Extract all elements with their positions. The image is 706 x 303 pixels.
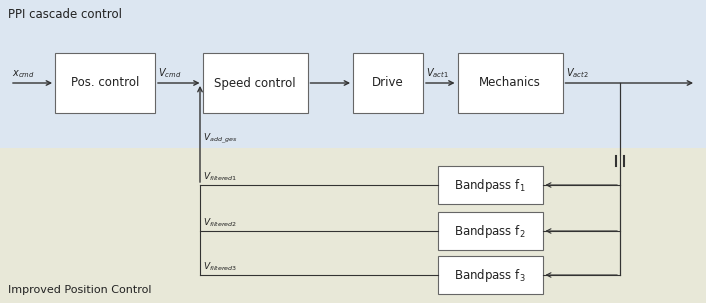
- Text: $V_{act1}$: $V_{act1}$: [426, 66, 449, 80]
- Bar: [457, 53, 563, 113]
- Text: PPI cascade control: PPI cascade control: [8, 8, 122, 21]
- Text: $V_{filtered3}$: $V_{filtered3}$: [203, 261, 237, 273]
- Bar: [0, 0, 706, 148]
- Text: Pos. control: Pos. control: [71, 76, 139, 89]
- Bar: [438, 256, 542, 294]
- Bar: [0, 148, 706, 303]
- Text: $V_{filtered2}$: $V_{filtered2}$: [203, 217, 237, 229]
- Text: $V_{act2}$: $V_{act2}$: [566, 66, 588, 80]
- Text: $V_{add\_ges}$: $V_{add\_ges}$: [203, 132, 237, 146]
- Text: $V_{filtered1}$: $V_{filtered1}$: [203, 171, 237, 183]
- Text: Speed control: Speed control: [214, 76, 296, 89]
- Text: Bandpass f$_1$: Bandpass f$_1$: [454, 177, 526, 194]
- Bar: [438, 166, 542, 204]
- Text: Bandpass f$_2$: Bandpass f$_2$: [454, 222, 526, 239]
- Text: Bandpass f$_3$: Bandpass f$_3$: [454, 267, 526, 284]
- Text: $x_{cmd}$: $x_{cmd}$: [12, 68, 35, 80]
- Bar: [203, 53, 308, 113]
- Bar: [55, 53, 155, 113]
- Text: Mechanics: Mechanics: [479, 76, 541, 89]
- Bar: [438, 212, 542, 250]
- Text: Improved Position Control: Improved Position Control: [8, 285, 152, 295]
- Text: $V_{cmd}$: $V_{cmd}$: [158, 66, 181, 80]
- Text: Drive: Drive: [372, 76, 404, 89]
- Bar: [353, 53, 423, 113]
